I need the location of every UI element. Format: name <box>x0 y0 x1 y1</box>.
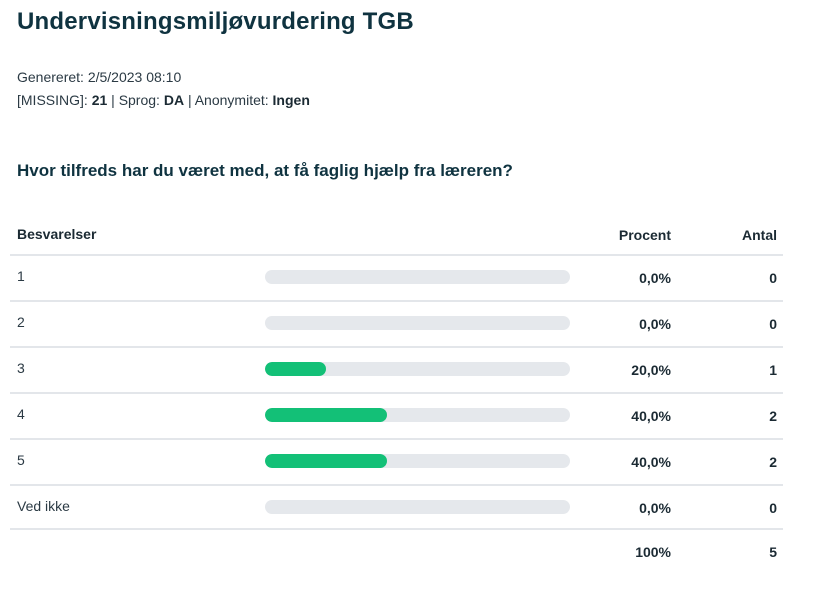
progress-bar-track <box>265 362 570 376</box>
count-value: 1 <box>769 362 777 378</box>
page-title: Undervisningsmiljøvurdering TGB <box>17 8 414 35</box>
count-value: 0 <box>769 270 777 286</box>
count-value: 2 <box>769 454 777 470</box>
progress-bar-fill <box>265 454 387 468</box>
column-header-percent: Procent <box>618 227 671 243</box>
answer-label: 1 <box>17 268 25 284</box>
answer-label: 4 <box>17 406 25 422</box>
language-label: Sprog: <box>118 92 160 108</box>
anonymity-label: Anonymitet: <box>194 92 269 108</box>
separator: | <box>187 92 192 108</box>
missing-label: [MISSING]: <box>17 92 88 108</box>
progress-bar-fill <box>265 362 326 376</box>
anonymity-value: Ingen <box>272 92 310 108</box>
total-percent: 100% <box>635 544 671 560</box>
column-header-answers: Besvarelser <box>17 226 97 242</box>
generated-value: 2/5/2023 08:10 <box>87 69 182 85</box>
table-row: 5 40,0% 2 <box>10 438 783 484</box>
answer-label: 3 <box>17 360 25 376</box>
missing-value: 21 <box>91 92 108 108</box>
percent-value: 40,0% <box>631 408 671 424</box>
count-value: 0 <box>769 316 777 332</box>
table-row: 1 0,0% 0 <box>10 254 783 300</box>
survey-meta: [MISSING]: 21 | Sprog: DA | Anonymitet: … <box>17 92 310 108</box>
column-header-count: Antal <box>742 227 777 243</box>
percent-value: 20,0% <box>631 362 671 378</box>
progress-bar-track <box>265 270 570 284</box>
total-count: 5 <box>769 544 777 560</box>
answer-label: 2 <box>17 314 25 330</box>
generated-info: Genereret: 2/5/2023 08:10 <box>17 69 181 85</box>
total-row: 100% 5 <box>10 528 783 574</box>
percent-value: 0,0% <box>639 316 671 332</box>
count-value: 0 <box>769 500 777 516</box>
separator: | <box>111 92 115 108</box>
progress-bar-track <box>265 500 570 514</box>
percent-value: 0,0% <box>639 270 671 286</box>
progress-bar-track <box>265 454 570 468</box>
table-row: Ved ikke 0,0% 0 <box>10 484 783 530</box>
table-row: 4 40,0% 2 <box>10 392 783 438</box>
question-text: Hvor tilfreds har du været med, at få fa… <box>17 161 513 180</box>
answer-label: Ved ikke <box>17 498 70 514</box>
percent-value: 40,0% <box>631 454 671 470</box>
table-row: 3 20,0% 1 <box>10 346 783 392</box>
answer-label: 5 <box>17 452 25 468</box>
percent-value: 0,0% <box>639 500 671 516</box>
progress-bar-fill <box>265 408 387 422</box>
progress-bar-track <box>265 316 570 330</box>
language-value: DA <box>163 92 185 108</box>
count-value: 2 <box>769 408 777 424</box>
progress-bar-track <box>265 408 570 422</box>
table-row: 2 0,0% 0 <box>10 300 783 346</box>
generated-label: Genereret: <box>17 69 84 85</box>
